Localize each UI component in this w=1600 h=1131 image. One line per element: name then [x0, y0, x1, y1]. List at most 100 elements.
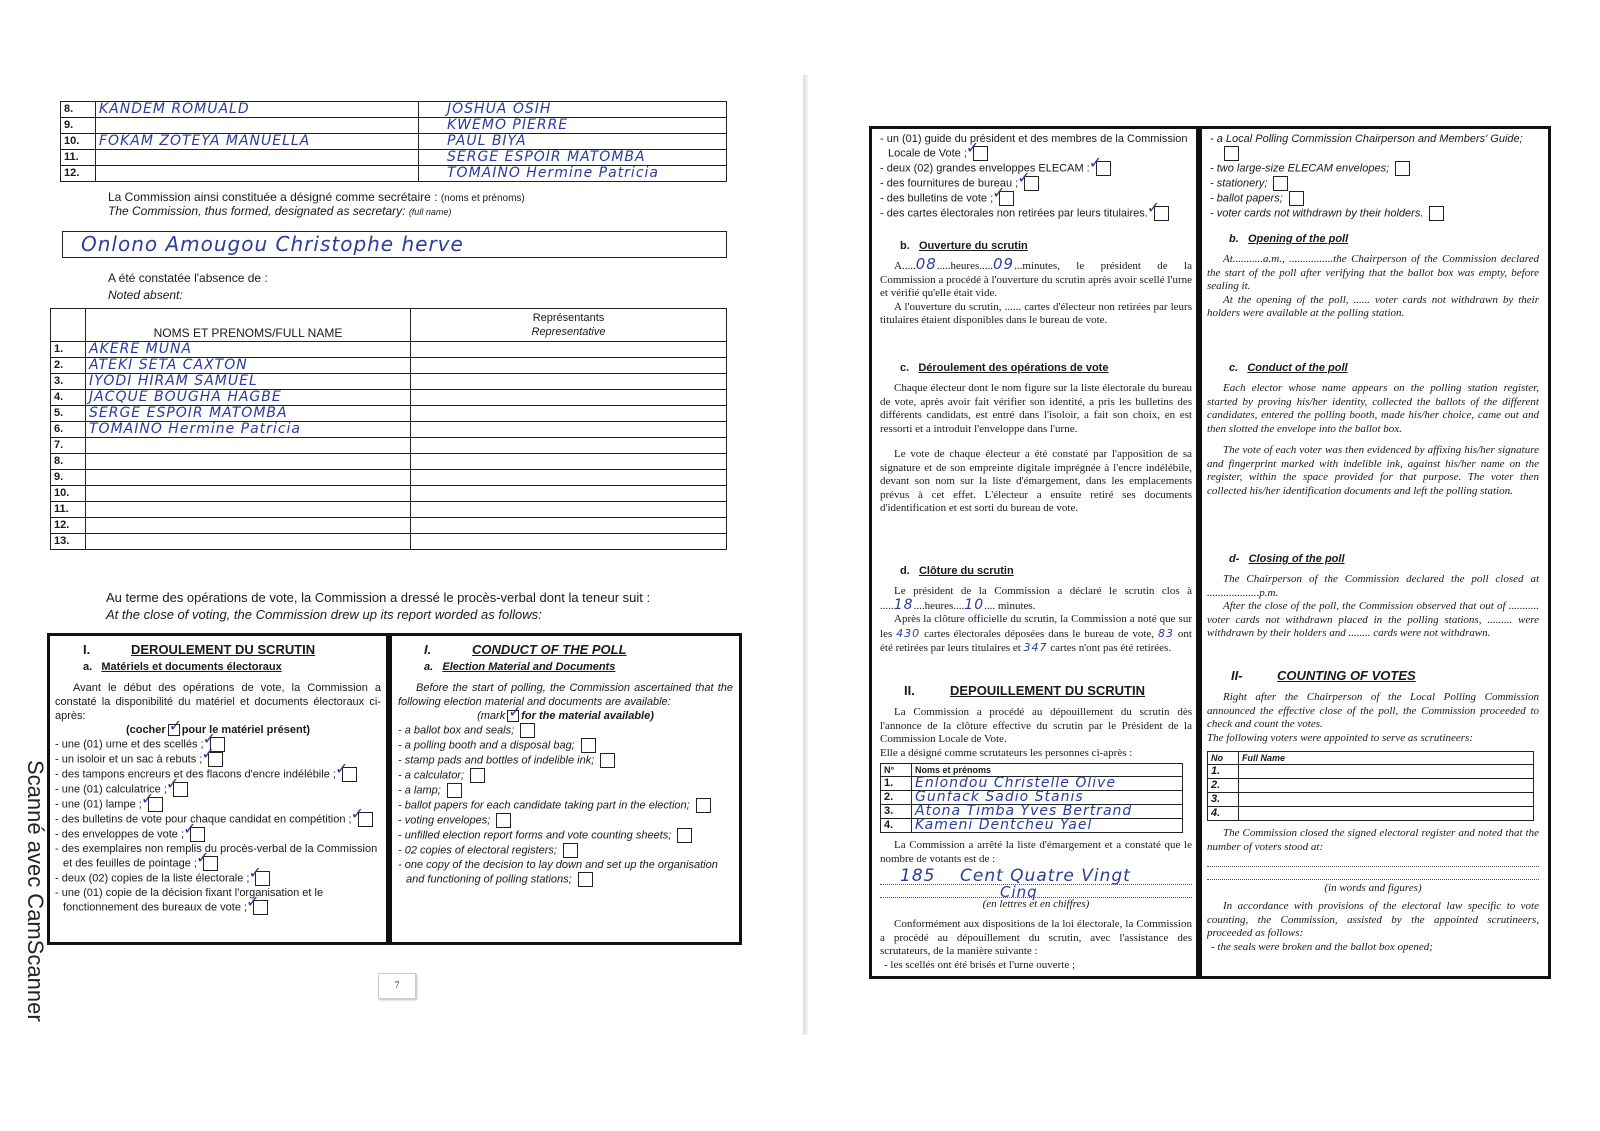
section-number: II- [1231, 668, 1243, 683]
checkbox-empty-icon[interactable] [1288, 191, 1304, 206]
members-table: 8. KANDEM ROMUALD JOSHUA OSIH 9. KWEMO PIERR… [60, 101, 727, 182]
scrutineer-name [1238, 792, 1534, 807]
checkbox-checked-icon[interactable] [190, 822, 206, 842]
checkbox-empty-icon[interactable] [470, 768, 486, 783]
checkbox-checked-icon[interactable] [1024, 171, 1040, 191]
row-number: 4. [50, 389, 86, 406]
checklist-item: - one copy of the decision to lay down a… [398, 858, 733, 887]
absent-name [85, 485, 411, 502]
secretary-box: Onlono Amougou Christophe herve [62, 231, 727, 258]
member-name-1 [95, 149, 419, 166]
subsection-title: Election Material and Documents [442, 661, 616, 673]
conduct-paragraph-2: Le vote de chaque électeur a été constat… [880, 448, 1192, 514]
absent-row: 1. AKERE MUNA [50, 341, 727, 358]
checkbox-checked-icon[interactable] [255, 866, 271, 886]
member-name-2: KWEMO PIERRE [418, 117, 727, 134]
secretary-label-en-note: (full name) [408, 207, 452, 217]
intro-paragraph: Avant le début des opérations de vote, l… [55, 682, 381, 722]
absent-representative [410, 341, 727, 358]
checklist-label: - des enveloppes de vote ; [55, 828, 185, 841]
row-number: 3. [1207, 792, 1239, 807]
subsection-number: b. [900, 240, 910, 252]
column-header-no: N° [880, 763, 912, 777]
scrutineers-intro: Elle a désigné comme scrutateurs les per… [880, 746, 1133, 759]
absent-representative [410, 501, 727, 518]
closing-hours-value: 18 [893, 596, 914, 613]
checkbox-checked-icon[interactable] [357, 807, 373, 827]
closing-paragraph: The Chairperson of the Commission declar… [1207, 573, 1539, 599]
checkbox-checked-icon[interactable] [1153, 201, 1169, 221]
row-number: 2. [1207, 778, 1239, 793]
checklist-item: - un (01) guide du président et des memb… [880, 132, 1192, 161]
checkbox-checked-icon[interactable] [1095, 156, 1111, 176]
checkbox-empty-icon[interactable] [1273, 176, 1289, 191]
checkbox-empty-icon[interactable] [1224, 146, 1239, 161]
voters-line-1 [1207, 854, 1539, 867]
checklist-label: - unfilled election report forms and vot… [398, 829, 672, 842]
secretary-label: La Commission ainsi constituée a désigné… [108, 190, 525, 218]
checkbox-checked-icon[interactable] [972, 141, 988, 161]
checkbox-empty-icon[interactable] [677, 828, 693, 843]
row-number: 1. [1207, 764, 1239, 779]
checklist-label: - a lamp; [398, 784, 441, 797]
checkbox-empty-icon[interactable] [520, 723, 536, 738]
scrutineer-name [1238, 778, 1534, 793]
voters-figure: 185 [900, 866, 936, 886]
absent-representative [410, 517, 727, 534]
text: ....heures.... [913, 599, 965, 612]
checkbox-empty-icon[interactable] [577, 872, 593, 887]
absent-name: SERGE ESPOIR MATOMBA [85, 405, 411, 422]
cards-total-value: 430 [896, 626, 921, 640]
checklist-item: - une (01) copie de la décision fixant l… [55, 886, 381, 915]
row-number: 7. [50, 437, 86, 454]
absent-name [85, 501, 411, 518]
checkbox-empty-icon[interactable] [446, 783, 462, 798]
subsection-title: Matériels et documents électoraux [101, 661, 282, 673]
checkbox-checked-icon[interactable] [253, 895, 269, 915]
mark-instruction-post: for the material available) [521, 710, 654, 722]
checkbox-empty-icon[interactable] [600, 753, 616, 768]
checklist-label: - deux (02) grandes enveloppes ELECAM : [880, 162, 1090, 175]
section-title: COUNTING OF VOTES [1277, 668, 1416, 683]
absent-row: 7. [50, 437, 727, 454]
section-number: I. [424, 642, 432, 657]
checkbox-checked-icon[interactable] [147, 792, 163, 812]
member-row: 11. SERGE ESPOIR MATOMBA [60, 149, 727, 166]
row-number: 6. [50, 421, 86, 438]
checklist-item: - des cartes électorales non retirées pa… [880, 201, 1192, 221]
close-text-fr: Au terme des opérations de vote, la Comm… [106, 590, 651, 605]
section-title: CONDUCT OF THE POLL [472, 642, 627, 657]
absent-name: JACQUE BOUGHA HAGBE [85, 389, 411, 406]
checkbox-empty-icon[interactable] [580, 738, 596, 753]
checkbox-checked-icon[interactable] [341, 762, 357, 782]
checklist-label: - un isoloir et un sac à rebuts ; [55, 753, 203, 766]
checklist-item: - stationery; [1210, 176, 1540, 191]
checklist-label: - a calculator; [398, 769, 465, 782]
checklist-item: - a ballot box and seals; [398, 723, 733, 738]
counting-paragraph: La Commission a procédé au dépouillement… [880, 706, 1192, 745]
column-header-name: NOMS ET PRENOMS/FULL NAME [85, 308, 411, 342]
checkbox-checked-icon[interactable] [172, 777, 188, 797]
row-number: 3. [50, 373, 86, 390]
checkbox-empty-icon[interactable] [496, 813, 512, 828]
checkbox-empty-icon[interactable] [562, 843, 578, 858]
checklist-item: - des fournitures de bureau ; [880, 171, 1192, 191]
absent-representative [410, 389, 727, 406]
right-en-column [1199, 126, 1551, 979]
checklist-label: - des cartes électorales non retirées pa… [880, 207, 1148, 220]
text: cartes n'ont pas été retirées. [1047, 642, 1172, 654]
camscanner-watermark: Scanné avec CamScanner [23, 760, 48, 1022]
checklist-item: - two large-size ELECAM envelopes; [1210, 161, 1540, 176]
opening-cards-paragraph: A l'ouverture du scrutin, ...... cartes … [880, 300, 1192, 327]
voters-paragraph: La Commission a arrêté la liste d'émarge… [880, 839, 1192, 865]
checkbox-empty-icon[interactable] [1429, 206, 1445, 221]
checkbox-checked-icon[interactable] [208, 747, 224, 767]
checkbox-empty-icon[interactable] [695, 798, 711, 813]
checklist-label: - deux (02) copies de la liste électoral… [55, 872, 250, 885]
member-name-1 [95, 165, 419, 182]
scrutineers-table-en: No Full Name 1. 2. 3. 4. [1207, 751, 1534, 821]
checkbox-checked-icon[interactable] [202, 851, 218, 871]
checkbox-checked-icon[interactable] [999, 186, 1015, 206]
checkbox-empty-icon[interactable] [1395, 161, 1411, 176]
scrutineer-row: 2. Gunfack Sadio Stanis [880, 790, 1183, 805]
